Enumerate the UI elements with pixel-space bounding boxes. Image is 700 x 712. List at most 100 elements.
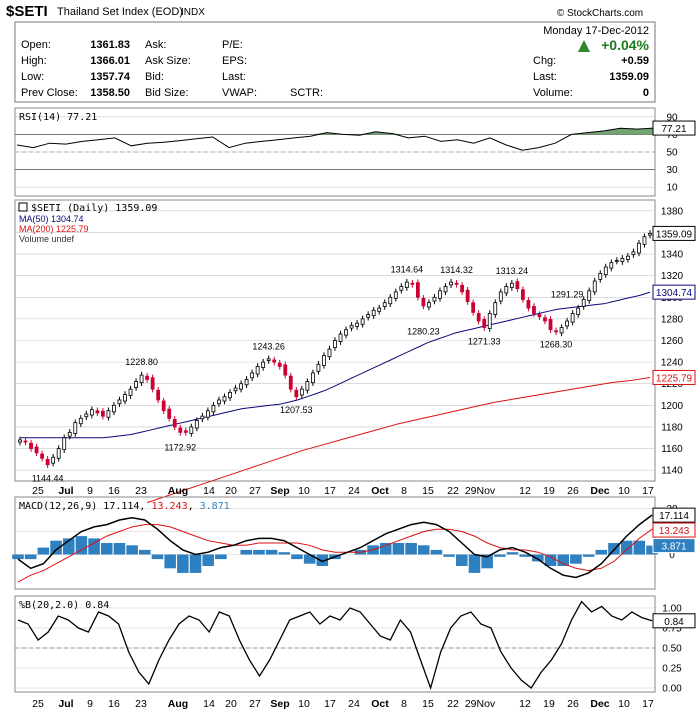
y-tick-label: 1.00 [662,604,682,615]
quote-label: SCTR: [290,87,323,99]
candle-body [161,400,166,412]
exchange: INDX [181,7,205,18]
price-panel: 1380136013401320130012801260124012201200… [14,199,696,504]
quote-label: Bid Size: [145,87,188,99]
candle-body [178,427,183,433]
last-value-box [652,507,696,523]
candle-body [498,291,503,302]
y-tick-label: 1160 [661,444,683,455]
quote-value: 0 [643,87,649,99]
brand: © StockCharts.com [557,8,643,19]
candle-body [211,404,216,413]
candle-body [167,408,172,419]
macd-histogram-bar [506,552,519,555]
candle-body [410,282,415,285]
macd-histogram-bar [75,536,88,555]
x-tick-label-lower: Oct [371,698,389,710]
y-tick-label: 0.50 [662,644,682,655]
last-value-box [652,613,696,629]
quote-label: VWAP: [222,87,257,99]
candle-body [316,363,321,372]
x-tick-label-upper: 10 [298,485,310,497]
candle-body [34,446,39,454]
candle-body [482,319,487,328]
candle-body [123,394,127,402]
macd-histogram-bar [608,543,620,555]
candle-body [388,296,393,305]
candle-body [344,329,348,336]
candle-body [266,358,271,361]
candle-body [421,297,426,307]
macd-histogram-bar [37,547,50,555]
candle-body [56,448,61,459]
x-tick-label-lower: 24 [348,698,360,710]
candle-body [543,317,547,322]
panel-frame [14,595,656,693]
candle-body [150,377,155,390]
macd-histogram-bar [88,538,100,555]
macd-histogram-bar [12,554,24,560]
x-axis: 25 25 Jul Jul 9 9 16 16 23 23 Aug Aug 14 14 20 20 27 27 Se… [32,485,654,710]
quote-rows: Open: 1361.83 Ask: P/E: Chg: +0.59 High: 1366.0… [21,39,649,99]
x-tick-label-upper: 22 [447,485,459,497]
x-tick-label-lower: 16 [108,698,120,710]
macd-histogram-bar [62,538,75,555]
candle-body [631,251,636,255]
x-tick-label-lower: 19 [543,698,555,710]
y-tick-label: 30 [666,165,678,176]
quote-value: +0.59 [621,55,649,67]
macd-histogram-bar [519,554,531,557]
macd-histogram-bar [430,549,443,555]
last-value-box [652,369,696,385]
candle-body [189,426,194,434]
candle-body [476,313,481,322]
macd-histogram-bar [240,549,253,555]
x-tick-label-upper: 27 [249,485,261,497]
last-value-label: 17.114 [659,511,689,522]
x-tick-label-upper: 17 [324,485,336,497]
macd-histogram-bar [215,554,227,560]
y-tick-label: 1320 [661,271,684,282]
macd-histogram-bar [494,554,506,557]
candle-body [250,372,255,379]
candle-body [106,410,111,418]
ma50-legend: MA(50) 1304.74 [19,214,84,224]
x-tick-label-upper: 23 [135,485,147,497]
candle-body [18,439,22,443]
x-tick-label-upper: 25 [32,485,44,497]
x-tick-label-lower: 29Nov [465,698,496,710]
price-annotation: 1271.33 [468,336,501,346]
candle-body [355,322,360,327]
price-legend: $SETI (Daily) 1359.09 [31,203,157,214]
candle-body [438,290,442,299]
index-name: Thailand Set Index (EOD) [57,6,183,18]
x-tick-label-lower: 12 [519,698,531,710]
candle-body [515,281,520,290]
macd-signal-line [17,523,665,583]
y-tick-label: 0.25 [662,664,682,675]
candle-body [598,273,603,280]
candle-body [609,262,614,269]
last-value-label: 0.84 [664,617,684,628]
quote-label: High: [21,55,47,67]
x-tick-label-lower: 10 [618,698,630,710]
candle-body [427,302,431,308]
candle-body [239,383,243,390]
macd-histogram-bar [582,554,595,557]
candle-body [73,422,78,434]
y-tick-label: 50 [666,148,678,159]
candle-body [415,282,420,298]
macd-histogram-bar [646,545,658,555]
candle-body [117,399,122,405]
x-tick-label-lower: 27 [249,698,261,710]
up-arrow-icon [578,40,590,52]
price-annotation: 1280.23 [407,327,440,337]
candle-body [134,381,138,388]
quote-value: 1359.09 [609,71,649,83]
y-tick-label: 0 [669,550,675,561]
candle-body [62,437,67,451]
macd-histogram-bar [291,554,303,560]
candle-body [217,399,221,405]
x-tick-label-lower: 23 [135,698,147,710]
quote-value: 1358.50 [90,87,130,99]
